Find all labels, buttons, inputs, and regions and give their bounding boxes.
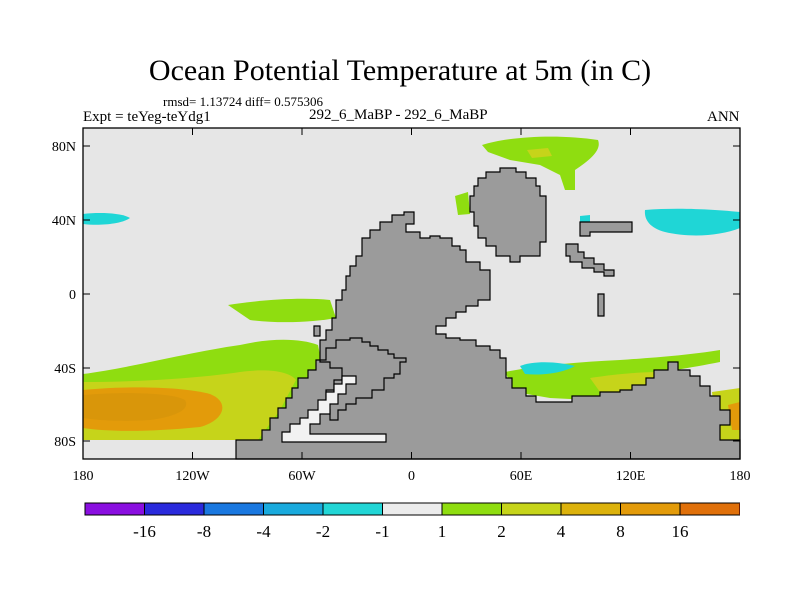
anomaly-cyan-south-indian [520,362,575,375]
colorbar-label: 16 [672,522,689,541]
anomaly-orange-inner [83,393,187,421]
colorbar-box [501,502,562,516]
experiment-label: Expt = teYeg-teYdg1 [83,109,211,125]
colorbar: -16 -8 -4 -2 -1 1 2 4 8 16 [84,502,740,541]
x-tick-label: 180 [73,469,94,484]
x-tick-label: 60W [288,469,316,484]
x-tick-label: 60E [510,469,533,484]
colorbar-label: 1 [438,522,447,541]
colorbar-label: -2 [316,522,330,541]
map-frame [82,127,741,460]
subtitle-label: 292_6_MaBP - 292_6_MaBP [309,107,488,123]
colorbar-box [620,502,681,516]
y-axis-labels: 80N 40N 0 40S 80S [52,140,76,450]
colorbar-box [739,503,740,515]
anomaly-orange-east [728,402,740,430]
inner-basin [281,375,387,443]
y-tick-label: 40S [54,362,76,377]
colorbar-label: 2 [497,522,506,541]
colorbar-box [144,502,205,516]
colorbar-box [263,502,324,516]
colorbar-box [679,502,740,516]
colorbar-box [560,502,621,516]
land-east-arm [565,243,615,277]
y-tick-label: 80N [52,140,76,155]
land-northern-block [469,167,547,263]
colorbar-box [441,502,502,516]
colorbar-box [203,502,264,516]
x-tick-label: 120E [616,469,646,484]
anomaly-green-equatorial [228,298,336,323]
axis-ticks [82,128,741,459]
land-east-strip [579,221,633,237]
colorbar-label: -8 [197,522,211,541]
colorbar-box [382,502,443,516]
colorbar-box [84,502,145,516]
colorbar-box [322,502,383,516]
anomaly-yellow-arctic [527,148,552,158]
y-tick-label: 0 [69,288,76,303]
colorbar-label: -16 [133,522,156,541]
anomaly-green-arctic-small [455,192,470,215]
anomaly-green-arctic [482,136,599,190]
x-axis-labels: 180 120W 60W 0 60E 120E 180 [73,469,751,484]
season-label: ANN [707,109,740,125]
y-tick-label: 80S [54,435,76,450]
colorbar-label: -1 [375,522,389,541]
x-tick-label: 180 [730,469,751,484]
map-panel [82,127,741,460]
x-tick-label: 0 [408,469,415,484]
anomaly-cyan-north-pacific [644,208,740,236]
stats-text: rmsd= 1.13724 diff= 0.575306 [163,94,323,109]
colorbar-label: 8 [616,522,625,541]
x-tick-label: 120W [175,469,210,484]
land-equatorial-islet [313,325,321,337]
map-title: Ocean Potential Temperature at 5m (in C) [148,54,652,87]
land-small-island [597,293,605,317]
colorbar-label: -4 [256,522,271,541]
y-tick-label: 40N [52,214,76,229]
anomaly-cyan-west-pacific [83,213,130,225]
colorbar-label: 4 [557,522,566,541]
